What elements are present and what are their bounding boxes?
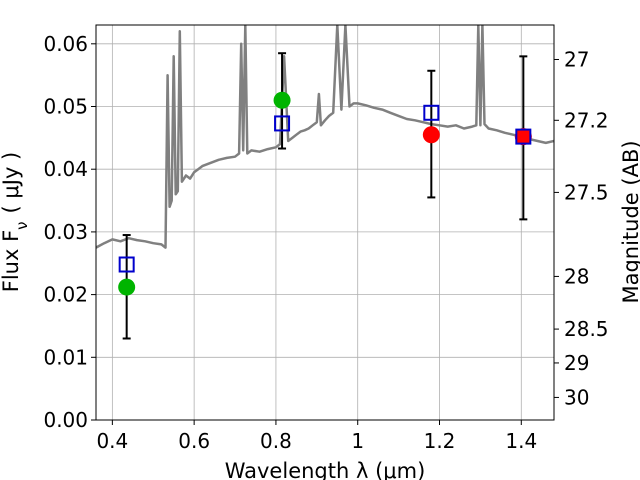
x-tick-labels: 0.4 0.6 0.8 1 1.2 1.4: [96, 429, 537, 453]
y2-tick-label: 28: [564, 264, 589, 288]
data-point-square: [274, 115, 291, 132]
y-tick-label: 0.05: [43, 95, 88, 119]
axes: [91, 24, 559, 425]
axes-frame: [95, 24, 555, 421]
x-tick-label: 1.2: [424, 429, 456, 453]
y2-tick-label: 27: [564, 47, 589, 71]
y2-tick-label: 27.5: [564, 180, 609, 204]
y2-tick-label: 30: [564, 385, 589, 409]
data-point-circle: [273, 91, 291, 109]
data-point-square: [515, 128, 532, 145]
x-axis-label: Wavelength λ (μm): [225, 459, 426, 480]
y-axis-label-unit: ( μJy ): [0, 152, 23, 214]
y2-tick-label: 27.2: [564, 108, 609, 132]
x-tick-label: 0.8: [260, 429, 292, 453]
y-tick-label: 0.02: [43, 283, 88, 307]
y-tick-labels: 0.00 0.01 0.02 0.03 0.04 0.05 0.06: [43, 32, 88, 432]
y-axis-label-main: Flux F: [0, 230, 23, 292]
x-tick-label: 1: [351, 429, 364, 453]
y-tick-label: 0.00: [43, 408, 88, 432]
y-tick-label: 0.01: [43, 345, 88, 369]
data-point-circle: [118, 278, 136, 296]
y2-tick-labels: 27 27.2 27.5 28 28.5 29 30: [564, 47, 609, 409]
y2-tick-label: 29: [564, 351, 589, 375]
y2-axis-label: Magnitude (AB): [619, 140, 640, 303]
plot-area: [96, 25, 554, 340]
data-point-square: [118, 256, 135, 273]
data-point-circle: [422, 126, 440, 144]
x-tick-label: 0.4: [96, 429, 128, 453]
y-axis-label: Flux Fν ( μJy ): [0, 152, 31, 293]
y-tick-label: 0.03: [43, 220, 88, 244]
data-point-circle: [514, 128, 532, 146]
y-tick-label: 0.04: [43, 157, 88, 181]
x-tick-label: 1.4: [505, 429, 537, 453]
y-tick-label: 0.06: [43, 32, 88, 56]
data-point-square: [423, 104, 440, 121]
spectrum-line: [96, 25, 554, 249]
y-axis-label-sub: ν: [13, 221, 31, 229]
y2-tick-label: 28.5: [564, 317, 609, 341]
x-tick-label: 0.6: [178, 429, 210, 453]
